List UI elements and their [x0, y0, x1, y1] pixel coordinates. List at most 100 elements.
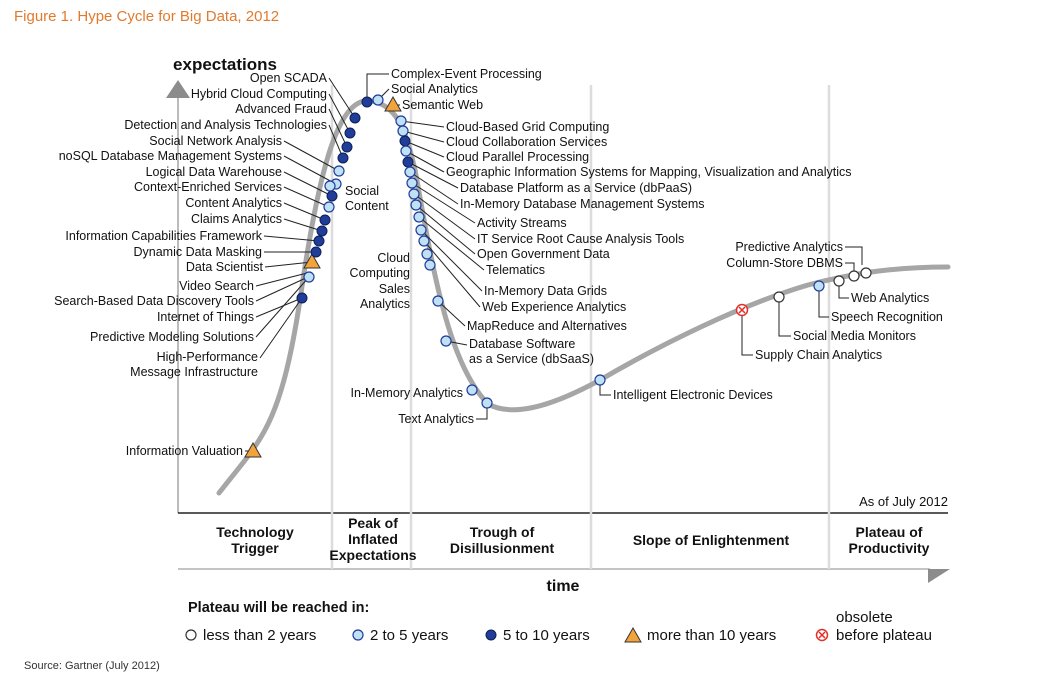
phase-label: Peak of [348, 515, 398, 531]
technology-label: Intelligent Electronic Devices [613, 388, 773, 402]
technology-label: Video Search [179, 279, 254, 293]
legend-label: more than 10 years [647, 627, 776, 644]
hollow-marker-icon [833, 275, 845, 287]
dark-blue-marker-icon [485, 629, 497, 641]
triangle-marker-icon [244, 441, 262, 458]
technology-label: Semantic Web [402, 98, 483, 112]
technology-label: Web Experience Analytics [482, 300, 626, 314]
technology-label: Content Analytics [185, 196, 282, 210]
technology-label: as a Service (dbSaaS) [469, 352, 594, 366]
as-of-note: As of July 2012 [859, 494, 948, 509]
leader-line [255, 276, 310, 338]
technology-label: Geographic Information Systems for Mappi… [446, 165, 852, 179]
light-blue-marker-icon [813, 280, 825, 292]
leader-line [741, 310, 753, 356]
leader-line [415, 204, 476, 255]
legend-title: Plateau will be reached in: [188, 600, 369, 616]
technology-label: Information Valuation [126, 444, 243, 458]
technology-label: Claims Analytics [191, 212, 282, 226]
light-blue-marker-icon [324, 180, 336, 192]
figure-title: Figure 1. Hype Cycle for Big Data, 2012 [14, 8, 280, 25]
dark-blue-marker-icon [316, 225, 328, 237]
technology-label: Detection and Analysis Technologies [124, 118, 327, 132]
obsolete-cross [818, 631, 826, 639]
light-blue-marker-icon [352, 629, 364, 641]
x-axis-arrow-icon [928, 569, 950, 583]
dark-blue-marker-icon [313, 235, 325, 247]
light-blue-marker-icon [404, 166, 416, 178]
technology-label: Context-Enriched Services [134, 180, 282, 194]
leader-line [328, 124, 344, 159]
leader-line [283, 202, 326, 221]
technology-label: In-Memory Data Grids [484, 284, 607, 298]
light-blue-marker-icon [303, 271, 315, 283]
technology-label: Column-Store DBMS [726, 256, 843, 270]
light-blue-marker-icon [594, 374, 606, 386]
technology-label: Message Infrastructure [130, 365, 258, 379]
technology-label: Speech Recognition [831, 310, 943, 324]
hype-curve [216, 98, 951, 496]
dark-blue-marker-icon [399, 135, 411, 147]
technology-label: Cloud Parallel Processing [446, 150, 589, 164]
legend-label: 2 to 5 years [370, 627, 448, 644]
technology-label: Sales [379, 282, 410, 296]
technology-label: Analytics [360, 297, 410, 311]
leader-line [411, 182, 476, 224]
hollow-marker-icon [848, 270, 860, 282]
technology-label: IT Service Root Cause Analysis Tools [477, 232, 684, 246]
dark-blue-marker-icon [326, 190, 338, 202]
technology-label: Content [345, 199, 389, 213]
leader-line [328, 77, 356, 119]
leader-line [407, 161, 459, 189]
technology-label: Advanced Fraud [235, 102, 327, 116]
technology-label: Data Scientist [186, 260, 264, 274]
technology-label: Cloud Collaboration Services [446, 135, 607, 149]
light-blue-marker-icon [333, 165, 345, 177]
phase-label: Trigger [231, 540, 279, 556]
phase-label: Productivity [849, 540, 930, 556]
dark-blue-marker-icon [402, 156, 414, 168]
leader-line [437, 300, 466, 327]
dark-blue-marker-icon [349, 112, 361, 124]
leader-line [259, 297, 303, 359]
technology-label: Social Network Analysis [149, 134, 282, 148]
leader-line [283, 218, 323, 232]
y-axis-label: expectations [173, 55, 277, 74]
light-blue-marker-icon [466, 384, 478, 396]
dark-blue-marker-icon [344, 127, 356, 139]
light-blue-marker-icon [415, 224, 427, 236]
leader-line [404, 140, 445, 158]
leader-line [778, 297, 791, 337]
dark-blue-marker-icon [319, 214, 331, 226]
leader-line [283, 171, 333, 197]
technology-label: Activity Streams [477, 216, 567, 230]
phase-label: Inflated [348, 531, 398, 547]
leader-line [423, 240, 481, 308]
legend-label: 5 to 10 years [503, 627, 590, 644]
technology-label: Hybrid Cloud Computing [191, 87, 327, 101]
light-blue-marker-icon [418, 235, 430, 247]
technology-label: Complex-Event Processing [391, 67, 542, 81]
light-blue-marker-icon [406, 177, 418, 189]
triangle-marker-icon [624, 626, 642, 643]
leader-line [264, 261, 313, 268]
y-axis-arrow-icon [166, 80, 190, 98]
light-blue-marker-icon [395, 115, 407, 127]
dark-blue-marker-icon [310, 246, 322, 258]
leader-line [255, 271, 312, 287]
light-blue-marker-icon [323, 201, 335, 213]
technology-label: Search-Based Data Discovery Tools [54, 294, 254, 308]
light-blue-marker-icon [481, 397, 493, 409]
technology-label: High-Performance [157, 350, 258, 364]
technology-label: Predictive Modeling Solutions [90, 330, 254, 344]
light-blue-marker-icon [432, 295, 444, 307]
triangle-marker-icon [384, 95, 402, 112]
light-blue-marker-icon [408, 188, 420, 200]
legend-label: less than 2 years [203, 627, 316, 644]
technology-label: Predictive Analytics [735, 240, 843, 254]
source-note: Source: Gartner (July 2012) [24, 660, 160, 672]
hollow-marker-icon [860, 267, 872, 279]
technology-label: Cloud [377, 251, 410, 265]
dark-blue-marker-icon [341, 141, 353, 153]
technology-label: Open Government Data [477, 247, 610, 261]
